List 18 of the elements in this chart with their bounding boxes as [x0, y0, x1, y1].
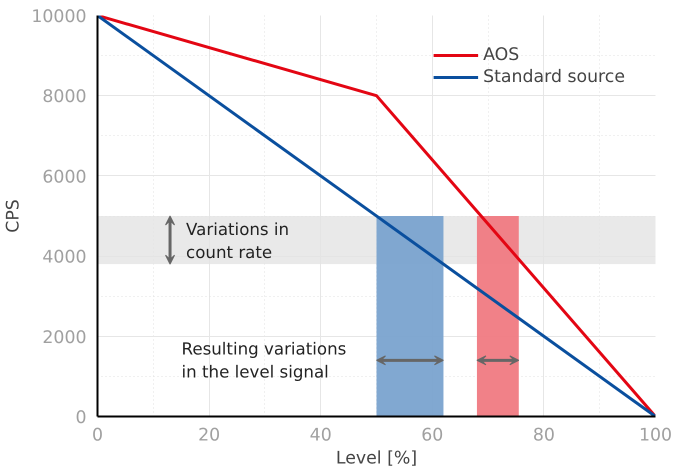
y-axis-title: CPS: [3, 199, 24, 233]
x-tick-label: 100: [638, 426, 672, 446]
legend-label: AOS: [483, 45, 520, 65]
y-tick-label: 8000: [42, 87, 87, 108]
y-tick-label: 6000: [42, 167, 87, 188]
x-tick-label: 20: [198, 426, 220, 446]
legend-label: Standard source: [483, 67, 625, 87]
annotation: Variations in count rate: [186, 220, 290, 262]
x-tick-label: 80: [532, 426, 555, 446]
x-tick-label: 40: [310, 426, 332, 446]
annotation: Resulting variations in the level signal: [182, 339, 346, 382]
y-tick-label: 0: [75, 408, 87, 428]
x-axis-title: Level [%]: [336, 448, 418, 468]
y-tick-label: 10000: [31, 7, 86, 27]
x-tick-label: 60: [421, 426, 444, 446]
y-tick-label: 2000: [42, 328, 87, 348]
x-tick-label: 0: [92, 426, 104, 446]
y-tick-label: 4000: [42, 248, 87, 268]
